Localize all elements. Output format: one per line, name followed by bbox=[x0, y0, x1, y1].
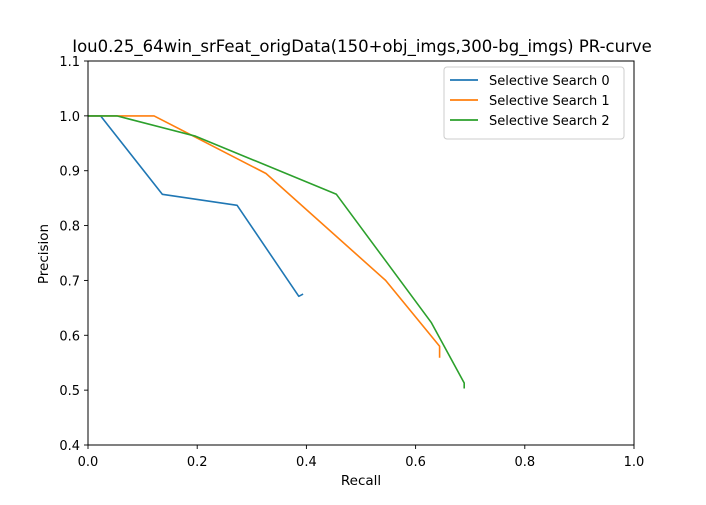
plot-area-frame bbox=[87, 60, 635, 446]
series-layer bbox=[88, 115, 466, 389]
y-tick-label: 0.9 bbox=[59, 165, 80, 180]
x-axis-label: Recall bbox=[341, 473, 381, 489]
x-axis-ticks: 0.0 0.2 0.4 0.6 0.8 1.0 bbox=[78, 445, 645, 470]
y-tick-label: 0.4 bbox=[59, 439, 80, 454]
x-tick-label: 0.0 bbox=[78, 455, 99, 470]
y-tick-label: 1.0 bbox=[59, 110, 80, 125]
series-line-selective-search-1 bbox=[88, 115, 441, 358]
y-tick-label: 1.1 bbox=[59, 55, 80, 70]
legend: Selective Search 0 Selective Search 1 Sele… bbox=[443, 66, 625, 140]
y-tick-label: 0.6 bbox=[59, 329, 80, 344]
legend-box bbox=[443, 66, 625, 140]
y-tick-label: 0.8 bbox=[59, 220, 80, 235]
y-tick-label: 0.5 bbox=[59, 384, 80, 399]
legend-label-selective-search-1: Selective Search 1 bbox=[489, 94, 610, 109]
series-line-selective-search-2 bbox=[88, 115, 466, 389]
x-tick-label: 0.8 bbox=[514, 455, 535, 470]
x-tick-label: 0.6 bbox=[405, 455, 426, 470]
y-axis-label: Precision bbox=[36, 224, 52, 284]
y-tick-label: 0.7 bbox=[59, 274, 80, 289]
x-tick-label: 1.0 bbox=[624, 455, 645, 470]
legend-label-selective-search-2: Selective Search 2 bbox=[489, 114, 610, 129]
x-tick-label: 0.2 bbox=[187, 455, 208, 470]
y-axis-ticks: 0.4 0.5 0.6 0.7 0.8 0.9 1.0 1.1 bbox=[59, 55, 88, 454]
chart-title: Iou0.25_64win_srFeat_origData(150+obj_im… bbox=[72, 37, 652, 57]
x-tick-label: 0.4 bbox=[296, 455, 317, 470]
legend-label-selective-search-0: Selective Search 0 bbox=[489, 74, 610, 89]
